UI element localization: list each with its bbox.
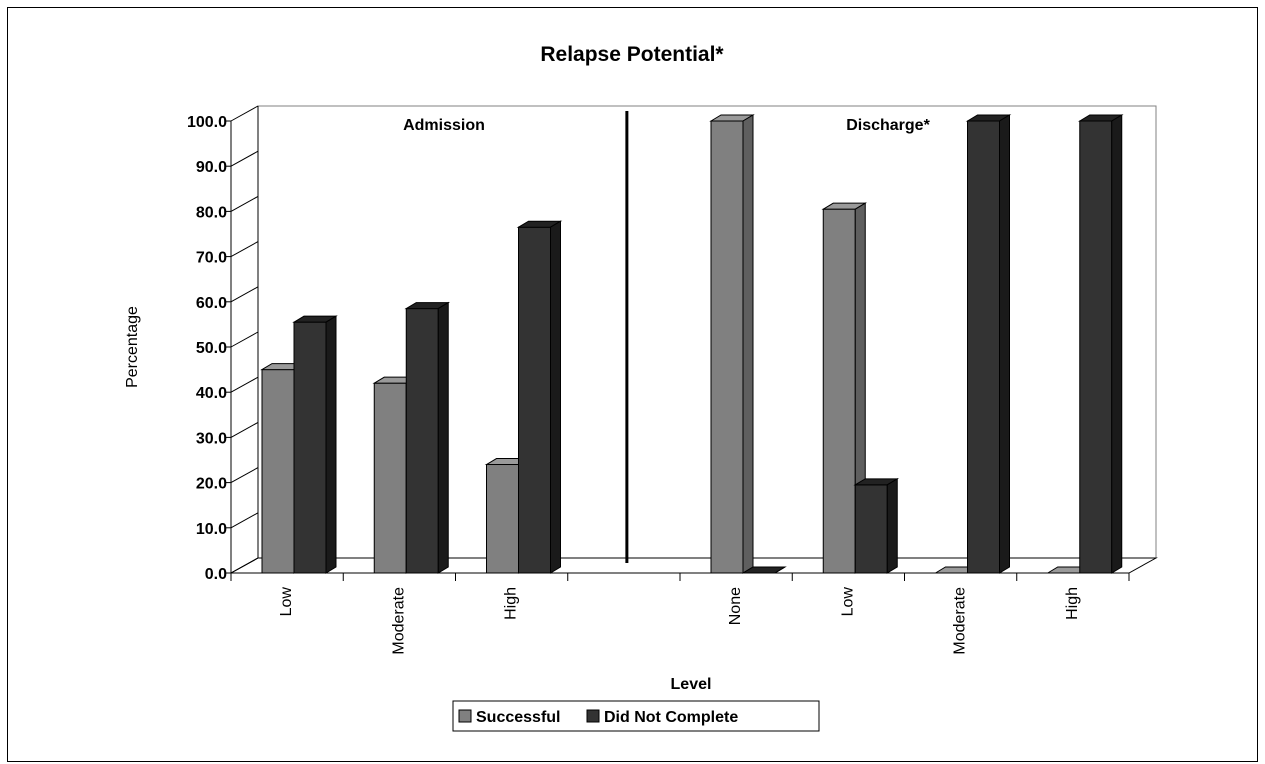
plot-background bbox=[229, 105, 1158, 574]
y-tick-label: 10.0 bbox=[196, 521, 227, 538]
y-tick-depth bbox=[230, 421, 259, 438]
bar-admission-high-successful-front bbox=[486, 464, 519, 574]
y-tick-label: 60.0 bbox=[196, 295, 227, 312]
y-tick-label: 70.0 bbox=[196, 250, 227, 267]
bar-admission-low-did-not-complete-front bbox=[293, 321, 327, 574]
bar-discharge-none-did-not-complete-side bbox=[774, 566, 786, 574]
y-tick-depth bbox=[230, 376, 259, 393]
section-label-admission: Admission bbox=[403, 117, 485, 134]
y-tick-depth bbox=[230, 195, 259, 212]
labels: 0.0 10.0 20.0 30.0 40.0 50.0 60.0 70.0 80.0 90.0 1… bbox=[187, 114, 1081, 655]
bar-discharge-none-did-not-complete bbox=[741, 566, 787, 574]
x-category-label: Low bbox=[278, 587, 295, 617]
bar-discharge-low-did-not-complete bbox=[853, 477, 900, 574]
legend-label: Did Not Complete bbox=[604, 709, 738, 726]
x-category-label: Low bbox=[839, 587, 856, 617]
y-tick-depth bbox=[230, 241, 259, 258]
bar-discharge-low-did-not-complete-side bbox=[886, 477, 898, 574]
legend-box bbox=[452, 700, 820, 732]
bar-discharge-low-did-not-complete-front bbox=[854, 484, 888, 574]
y-tick-label: 30.0 bbox=[196, 430, 227, 447]
x-category-label: None bbox=[727, 587, 744, 625]
bar-admission-high-did-not-complete-front bbox=[518, 226, 551, 574]
bar-discharge-high-did-not-complete-front bbox=[1079, 120, 1113, 574]
legend: Successful Did Not Complete bbox=[452, 700, 820, 732]
x-axis-title: Level bbox=[671, 676, 712, 693]
y-tick-label: 0.0 bbox=[205, 566, 227, 583]
bar-admission-low-successful-front bbox=[261, 369, 295, 574]
x-category-label: Moderate bbox=[390, 587, 407, 655]
y-tick-label: 100.0 bbox=[187, 114, 227, 131]
y-tick-depth bbox=[230, 467, 259, 484]
x-category-label: High bbox=[1064, 587, 1081, 620]
y-axis-title: Percentage bbox=[124, 306, 141, 388]
bar-discharge-none-successful-side bbox=[742, 114, 754, 574]
y-tick-depth bbox=[230, 512, 259, 529]
bar-discharge-none-successful-front bbox=[710, 120, 744, 574]
section-label-discharge: Discharge* bbox=[846, 117, 930, 134]
legend-label: Successful bbox=[476, 709, 560, 726]
bar-admission-low-did-not-complete bbox=[292, 315, 338, 574]
legend-swatch bbox=[586, 709, 600, 723]
y-tick-label: 80.0 bbox=[196, 204, 227, 221]
x-category-label: High bbox=[503, 587, 520, 620]
bar-discharge-high-did-not-complete-side bbox=[1111, 114, 1123, 574]
y-tick-label: 40.0 bbox=[196, 385, 227, 402]
chart-frame: 0.0 10.0 20.0 30.0 40.0 50.0 60.0 70.0 80.0 90.0 1… bbox=[7, 7, 1258, 762]
legend-swatch bbox=[458, 709, 472, 723]
bar-admission-moderate-did-not-complete-front bbox=[405, 308, 439, 574]
bars bbox=[260, 114, 1124, 574]
y-tick-depth bbox=[230, 150, 259, 167]
bar-discharge-moderate-did-not-complete-side bbox=[999, 114, 1010, 574]
y-tick-label: 50.0 bbox=[196, 340, 227, 357]
x-category-label: Moderate bbox=[952, 587, 969, 655]
y-tick-depth bbox=[230, 557, 259, 574]
floor bbox=[229, 557, 1158, 574]
y-tick-depth bbox=[230, 105, 259, 122]
bar-discharge-low-successful-front bbox=[822, 208, 856, 574]
bar-admission-moderate-did-not-complete-side bbox=[437, 301, 449, 574]
y-tick-label: 90.0 bbox=[196, 159, 227, 176]
chart-svg: 0.0 10.0 20.0 30.0 40.0 50.0 60.0 70.0 80.0 90.0 1… bbox=[124, 43, 1158, 732]
bar-admission-moderate-did-not-complete bbox=[404, 301, 451, 574]
y-tick-depth bbox=[230, 331, 259, 348]
y-tick-depth bbox=[230, 286, 259, 303]
bar-admission-high-did-not-complete-side bbox=[550, 220, 561, 574]
chart-title: Relapse Potential* bbox=[540, 43, 724, 66]
y-tick-label: 20.0 bbox=[196, 476, 227, 493]
bar-discharge-moderate-did-not-complete-front bbox=[967, 120, 1000, 574]
bar-discharge-high-did-not-complete bbox=[1077, 114, 1124, 574]
bar-admission-high-did-not-complete bbox=[516, 220, 563, 574]
bar-admission-moderate-successful-front bbox=[373, 382, 407, 574]
bar-admission-low-did-not-complete-side bbox=[325, 315, 337, 574]
bar-discharge-moderate-did-not-complete bbox=[965, 114, 1012, 574]
bar-discharge-none-successful bbox=[709, 114, 755, 574]
